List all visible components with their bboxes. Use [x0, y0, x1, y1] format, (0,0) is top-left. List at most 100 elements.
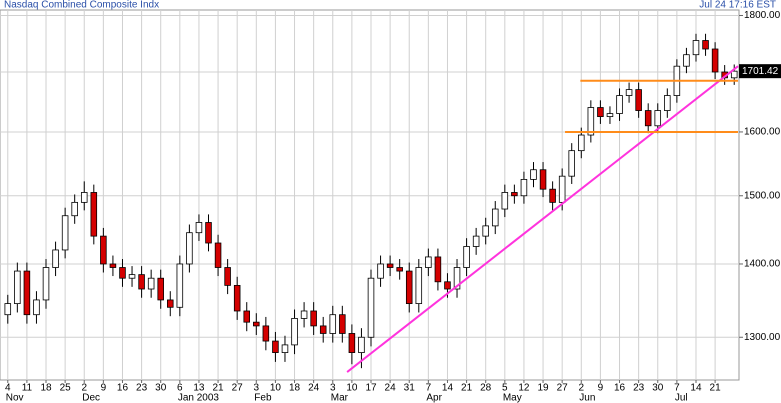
candle-body [511, 192, 518, 197]
candle-body [119, 267, 126, 279]
candle-body [253, 321, 260, 327]
x-tick-label: 16 [117, 383, 129, 394]
x-tick-label: 9 [101, 383, 107, 394]
x-tick-label: 2 [579, 383, 585, 394]
x-tick-label: 24 [308, 383, 320, 394]
candle-body [444, 281, 451, 290]
last-price-label: 1701.42 [742, 66, 779, 77]
y-tick-label: 1600.00 [744, 127, 781, 138]
candle-body [4, 303, 12, 316]
month-label: Jun [579, 393, 595, 403]
x-tick-label: 3 [330, 383, 336, 394]
candle-body [358, 336, 365, 353]
x-tick-label: 9 [598, 383, 604, 394]
x-tick-label: 10 [346, 383, 358, 394]
candle-body [463, 246, 470, 268]
candle-body [319, 325, 327, 334]
candle-body [730, 70, 738, 79]
candle-body [434, 256, 442, 283]
candle-body [52, 249, 59, 268]
y-tick-label: 1800.00 [744, 10, 781, 21]
candle-body [42, 267, 50, 301]
candle-body [472, 235, 480, 247]
candle-body [367, 277, 375, 338]
month-label: Jan 2003 [178, 393, 220, 403]
candle-body [157, 277, 164, 301]
x-tick-label: 11 [22, 383, 33, 394]
candle-body [491, 208, 499, 227]
candle-body [310, 310, 317, 327]
chart-title: Nasdaq Combined Composite Indx [4, 0, 159, 11]
candle-body [272, 340, 279, 353]
candle-body [597, 107, 604, 118]
candle-body [692, 40, 700, 56]
candle-body [128, 274, 136, 279]
candle-body [702, 40, 709, 50]
x-tick-label: 17 [365, 383, 377, 394]
x-tick-label: 31 [404, 383, 416, 394]
candle-body [262, 325, 270, 342]
candle-body [453, 267, 461, 290]
candle-body [482, 225, 489, 237]
candle-body [281, 344, 289, 353]
candle-body [291, 318, 298, 346]
candle-body [233, 284, 241, 312]
candle-body [711, 48, 719, 73]
x-tick-label: 16 [614, 383, 626, 394]
candle-body [167, 299, 174, 308]
candle-body [71, 201, 78, 217]
candle-body [405, 270, 413, 305]
candle-body [14, 270, 21, 305]
month-label: Feb [254, 393, 272, 403]
x-tick-label: 14 [442, 383, 454, 394]
x-tick-label: 2 [81, 383, 87, 394]
month-label: Apr [426, 393, 442, 403]
x-tick-label: 23 [633, 383, 645, 394]
candle-body [147, 277, 155, 290]
x-tick-label: 10 [270, 383, 282, 394]
candle-body [558, 175, 566, 203]
candle-body [33, 299, 40, 316]
x-tick-label: 24 [385, 383, 397, 394]
candle-body [348, 333, 356, 353]
x-tick-label: 28 [480, 383, 492, 394]
candle-body [425, 256, 432, 268]
x-tick-label: 25 [60, 383, 72, 394]
x-tick-label: 14 [690, 383, 702, 394]
timestamp: Jul 24 17:16 EST [699, 0, 776, 11]
candle-body [683, 54, 690, 67]
candle-body [530, 169, 537, 180]
candle-body [205, 222, 212, 244]
candle-body [539, 169, 547, 190]
x-tick-label: 5 [502, 383, 508, 394]
candle-body [386, 263, 394, 268]
candle-body [214, 242, 222, 268]
candle-body [635, 89, 642, 111]
candle-body [186, 232, 193, 265]
x-tick-label: 23 [136, 383, 148, 394]
y-tick-label: 1300.00 [744, 332, 781, 343]
candle-body [100, 235, 107, 265]
candle-body [109, 263, 117, 268]
y-tick-label: 1400.00 [744, 259, 781, 270]
candle-body [138, 274, 145, 290]
candle-body [625, 89, 633, 96]
x-tick-label: 4 [5, 383, 11, 394]
month-label: Nov [6, 393, 24, 403]
candle-body [195, 222, 203, 234]
x-tick-label: 18 [289, 383, 301, 394]
trend-line [346, 65, 739, 373]
candle-body [520, 179, 528, 197]
x-tick-label: 21 [213, 383, 225, 394]
candle-body [654, 110, 662, 127]
x-tick-label: 3 [254, 383, 260, 394]
candle-body [616, 95, 623, 114]
candle-body [23, 270, 31, 316]
candle-body [377, 263, 384, 279]
candle-body [224, 267, 231, 286]
x-tick-label: 7 [426, 383, 432, 394]
x-tick-label: 21 [710, 383, 722, 394]
month-label: Jul [675, 393, 688, 403]
